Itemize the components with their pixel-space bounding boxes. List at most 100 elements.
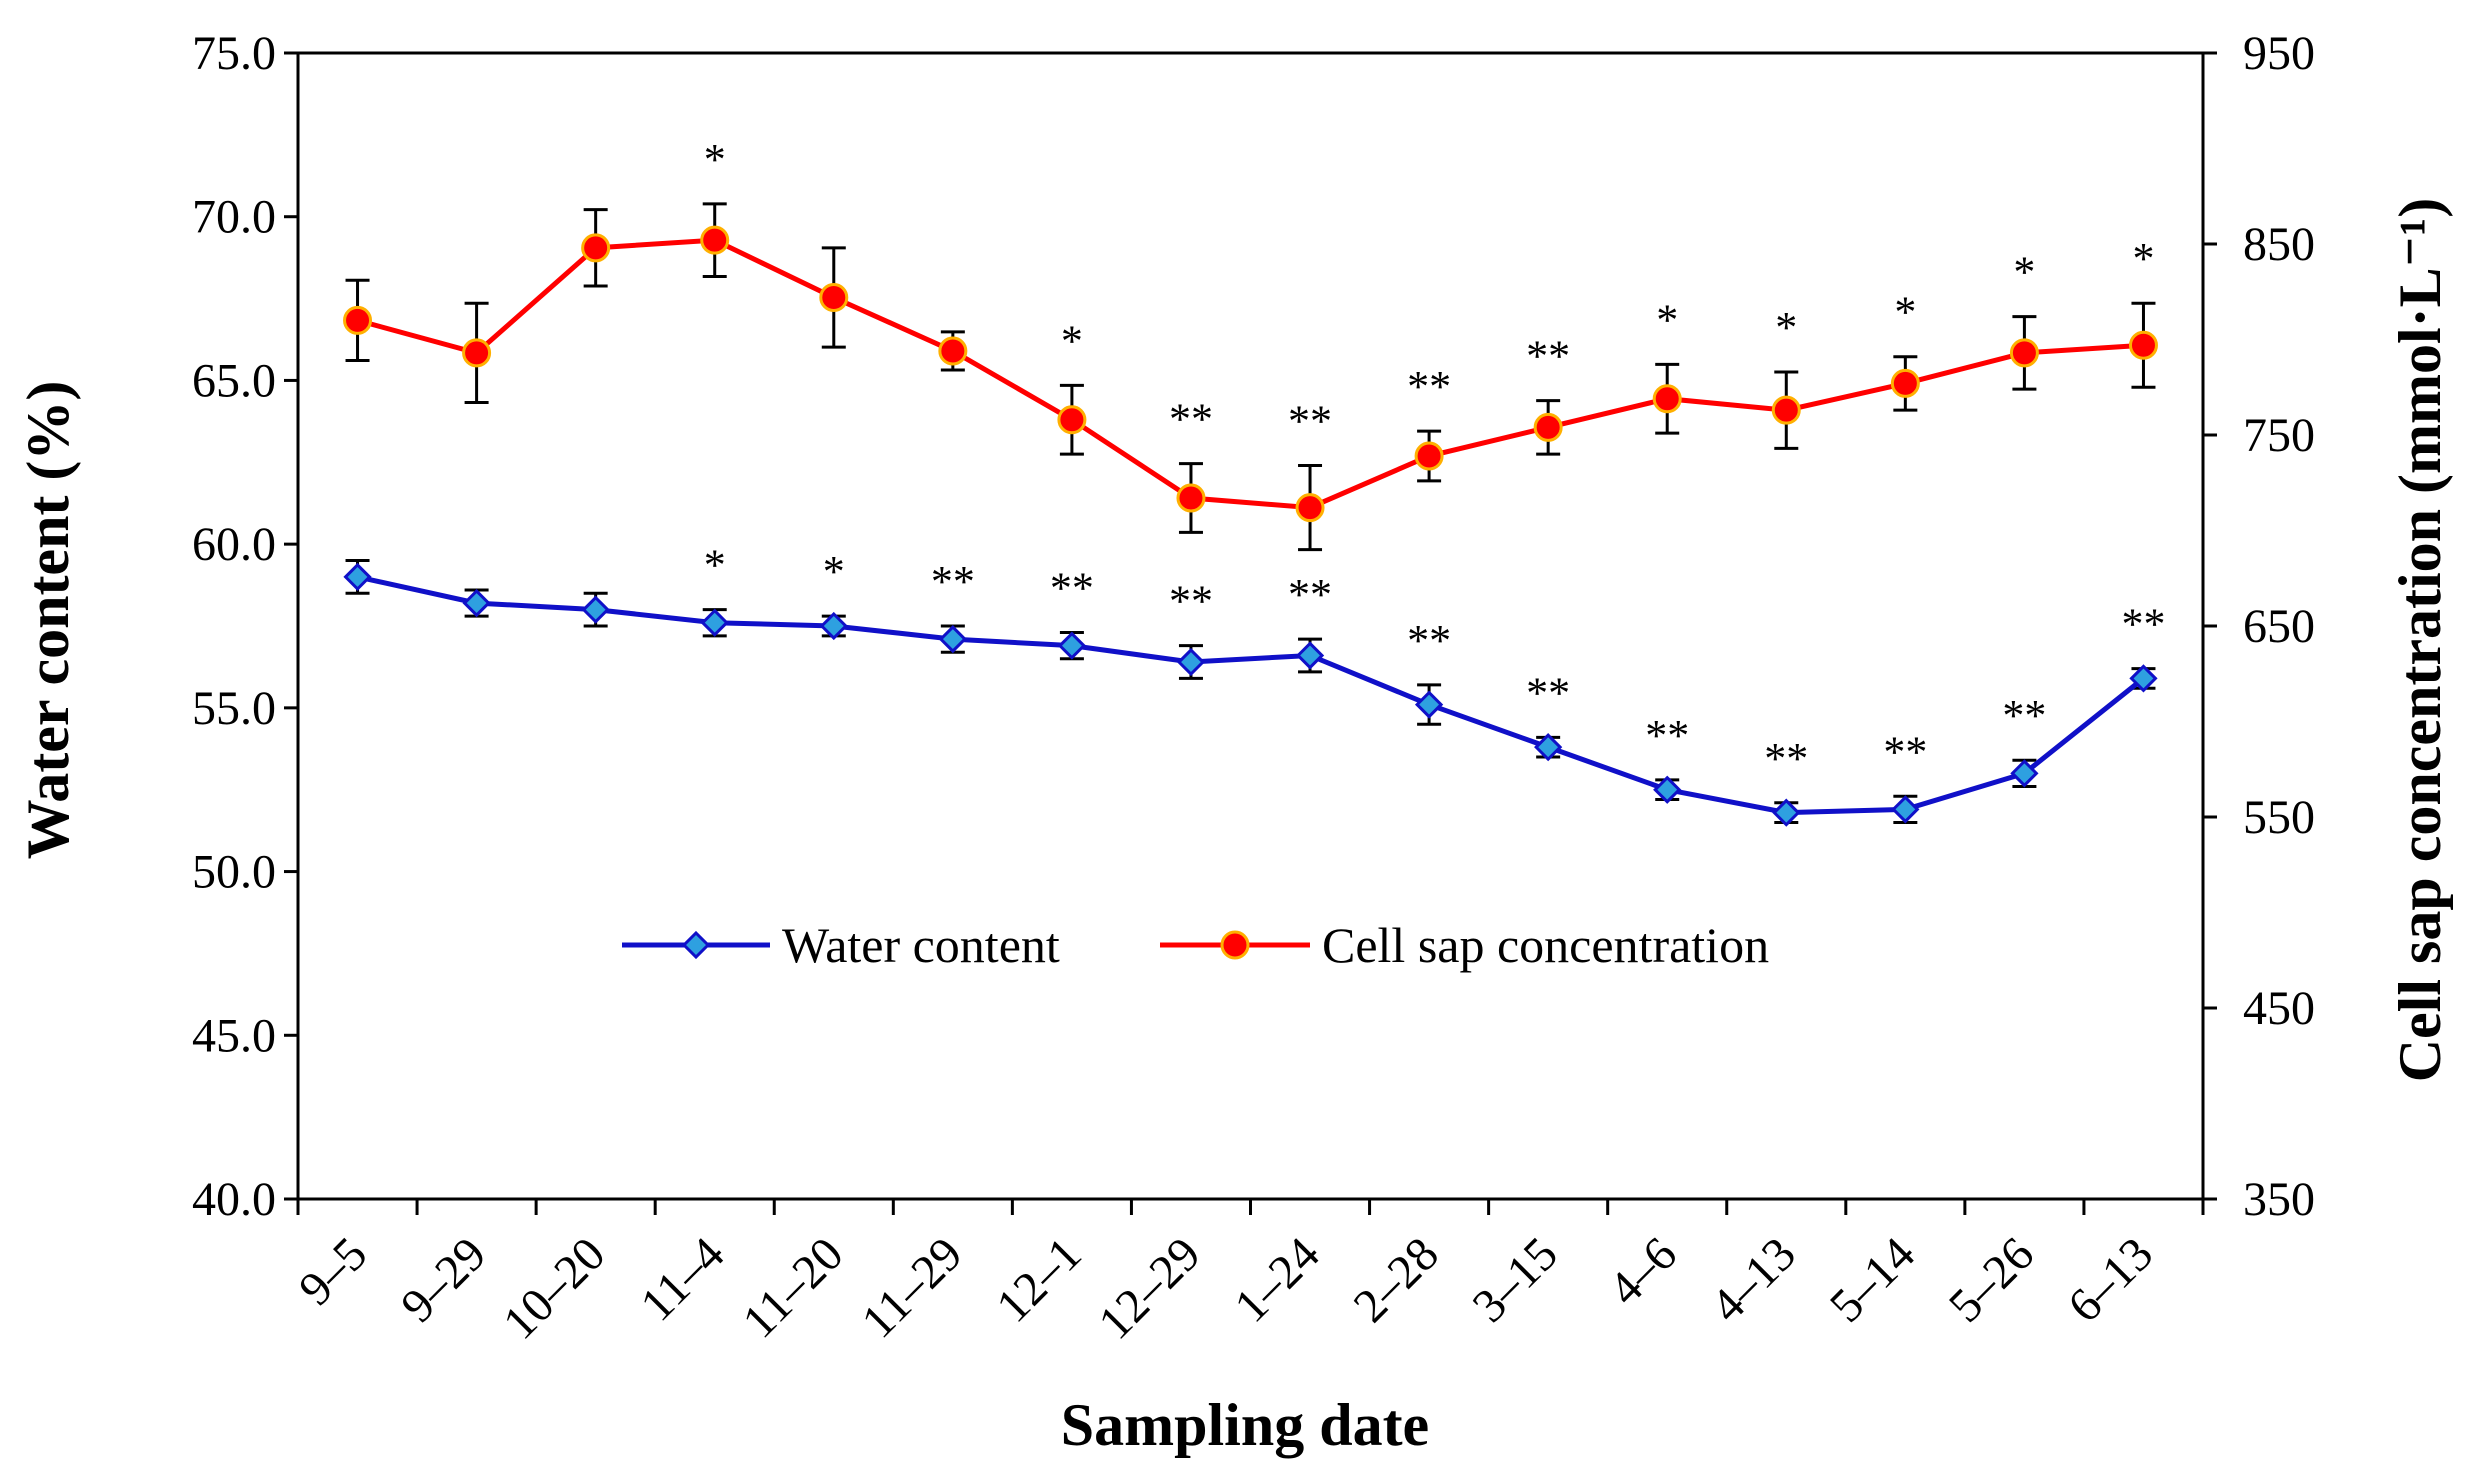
x-category-label: 4–13 bbox=[1701, 1227, 1806, 1332]
legend-label-water-content: Water content bbox=[782, 917, 1060, 973]
legend-marker-water-content bbox=[681, 930, 711, 960]
data-point-circle bbox=[819, 282, 849, 312]
x-axis-title: Sampling date bbox=[1061, 1392, 1429, 1458]
significance-label: ** bbox=[931, 557, 975, 606]
significance-label: ** bbox=[1407, 362, 1451, 411]
significance-label: * bbox=[704, 541, 726, 590]
x-category-label: 11–4 bbox=[630, 1227, 734, 1331]
x-category-label: 9–5 bbox=[289, 1227, 377, 1315]
series-water-content: * * ** ** ** ******** ** ****** bbox=[343, 541, 2165, 827]
significance-label: ** bbox=[1526, 332, 1570, 381]
data-point-circle bbox=[1771, 395, 1801, 425]
data-point-circle bbox=[581, 233, 611, 263]
x-category-label: 12–29 bbox=[1088, 1227, 1210, 1349]
data-point-circle bbox=[938, 336, 968, 366]
x-category-label: 5–26 bbox=[1939, 1227, 2044, 1332]
data-point-diamond bbox=[1176, 647, 1206, 677]
y-right-tick-label: 450 bbox=[2243, 982, 2315, 1035]
y-right-tick-label: 350 bbox=[2243, 1173, 2315, 1226]
significance-label: ** bbox=[1883, 727, 1927, 776]
data-point-circle bbox=[1295, 493, 1325, 523]
y-left-tick-label: 75.0 bbox=[192, 27, 276, 80]
y-left-tick-label: 60.0 bbox=[192, 518, 276, 571]
series-cell-sap-concentration: **** ******* * ** * bbox=[343, 135, 2158, 552]
data-point-diamond bbox=[343, 562, 372, 592]
significance-label: ** bbox=[1645, 711, 1689, 760]
data-point-diamond bbox=[2129, 664, 2158, 693]
y-right-tick-label: 850 bbox=[2243, 218, 2315, 271]
significance-label: * bbox=[1656, 295, 1678, 344]
significance-label: ** bbox=[1407, 616, 1451, 665]
x-category-label: 10–20 bbox=[493, 1227, 615, 1349]
x-category-label: 11–29 bbox=[852, 1227, 973, 1348]
data-point-diamond bbox=[1414, 690, 1444, 719]
significance-label: ** bbox=[2002, 691, 2046, 740]
data-point-diamond bbox=[700, 608, 729, 637]
x-category-label: 11–20 bbox=[732, 1227, 853, 1348]
y-right-tick-label: 950 bbox=[2243, 27, 2315, 80]
y-left-tick-label: 40.0 bbox=[192, 1173, 276, 1226]
data-point-circle bbox=[343, 305, 373, 335]
data-point-circle bbox=[1652, 384, 1682, 414]
y-right-tick-label: 650 bbox=[2243, 600, 2315, 653]
significance-label: ** bbox=[1764, 734, 1808, 783]
data-point-diamond bbox=[938, 624, 967, 654]
x-category-label: 1–24 bbox=[1224, 1227, 1329, 1332]
data-point-circle bbox=[462, 338, 492, 368]
data-point-diamond bbox=[819, 611, 848, 641]
data-point-diamond bbox=[1891, 795, 1920, 824]
x-category-label: 2–28 bbox=[1344, 1227, 1449, 1332]
x-category-label: 9–29 bbox=[391, 1227, 496, 1332]
x-category-label: 3–15 bbox=[1463, 1227, 1568, 1332]
significance-label: ** bbox=[1169, 577, 1213, 626]
data-point-circle bbox=[1057, 405, 1087, 435]
significance-label: * bbox=[2132, 234, 2154, 283]
y-left-tick-label: 50.0 bbox=[192, 846, 276, 899]
series-line bbox=[356, 574, 2146, 816]
y-axis-left-title: Water content (%) bbox=[15, 381, 81, 860]
data-point-circle bbox=[2009, 338, 2039, 368]
x-category-label: 12–1 bbox=[986, 1227, 1091, 1332]
significance-label: * bbox=[2013, 248, 2035, 297]
x-category-label: 5–14 bbox=[1820, 1227, 1925, 1332]
data-point-diamond bbox=[1772, 798, 1801, 827]
x-category-label: 4–6 bbox=[1599, 1227, 1687, 1315]
y-axis-right-title: Cell sap concentration (mmol·L⁻¹) bbox=[2387, 198, 2453, 1083]
data-point-diamond bbox=[581, 595, 610, 624]
data-point-circle bbox=[1890, 368, 1920, 398]
series-layer: * * ** ** ** ******** ** ********** ******* * ** * bbox=[343, 135, 2165, 827]
data-point-diamond bbox=[462, 588, 491, 618]
data-point-circle bbox=[1176, 483, 1206, 513]
data-point-diamond bbox=[1295, 641, 1325, 670]
labels-layer: Sampling date Water content (%) Cell sap… bbox=[15, 198, 2453, 1458]
axes-layer: 40.0 45.0 50.0 55.0 60.0 65.0 70.0 75.0 350 450 55… bbox=[192, 27, 2315, 1350]
data-point-circle bbox=[1533, 412, 1563, 442]
y-right-tick-label: 550 bbox=[2243, 791, 2315, 844]
significance-label: * bbox=[1775, 303, 1797, 352]
significance-label: * bbox=[1061, 316, 1083, 365]
significance-label: ** bbox=[1169, 395, 1213, 444]
significance-label: ** bbox=[1288, 397, 1332, 446]
data-point-diamond bbox=[1653, 775, 1682, 804]
data-point-circle bbox=[1414, 441, 1444, 471]
significance-label: ** bbox=[2121, 600, 2165, 649]
legend-marker-cell-sap bbox=[1220, 930, 1250, 960]
y-left-tick-label: 55.0 bbox=[192, 682, 276, 735]
y-right-tick-label: 750 bbox=[2243, 409, 2315, 462]
data-point-diamond bbox=[1057, 631, 1087, 660]
significance-label: * bbox=[704, 135, 726, 184]
significance-label: ** bbox=[1526, 668, 1570, 717]
x-category-label: 6–13 bbox=[2058, 1227, 2163, 1332]
significance-label: ** bbox=[1050, 564, 1094, 613]
significance-label: ** bbox=[1288, 570, 1332, 619]
data-point-circle bbox=[700, 225, 730, 255]
y-left-tick-label: 70.0 bbox=[192, 191, 276, 244]
significance-label: * bbox=[823, 547, 845, 596]
data-point-diamond bbox=[2010, 759, 2039, 788]
legend: Water content Cell sap concentration bbox=[622, 917, 1769, 973]
significance-label: * bbox=[1894, 288, 1916, 337]
data-point-circle bbox=[2128, 330, 2158, 360]
series-line bbox=[356, 237, 2144, 511]
